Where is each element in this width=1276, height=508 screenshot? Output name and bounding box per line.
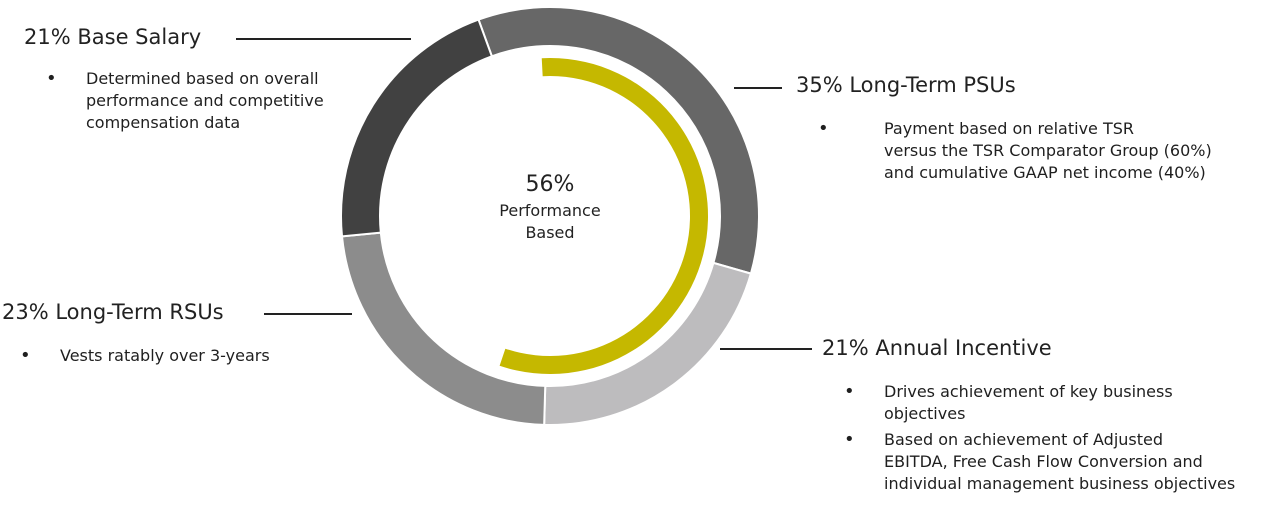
center-label: 56% Performance Based: [450, 170, 650, 244]
bullet-line: Determined based on overall: [86, 69, 319, 88]
leader-line-psus: [734, 87, 782, 89]
leader-line-rsus: [264, 313, 352, 315]
bullet-line: and cumulative GAAP net income (40%): [884, 163, 1206, 182]
bullet-marker: •: [46, 68, 57, 89]
donut-slice-2: [340, 231, 547, 426]
donut-slice-1: [543, 261, 753, 426]
leader-line-base-salary: [236, 38, 411, 40]
center-line-2: Based: [525, 223, 575, 242]
bullet-marker: •: [844, 429, 855, 450]
donut-slice-3: [340, 18, 494, 238]
callout-heading: 21% Annual Incentive: [822, 336, 1052, 360]
callout-long-term-rsus: 23% Long-Term RSUs • Vests ratably over …: [2, 299, 270, 367]
callout-long-term-psus: 35% Long-Term PSUs • Payment based on re…: [796, 72, 1212, 184]
bullet-marker: •: [818, 118, 829, 139]
bullet-line: Based on achievement of Adjusted: [884, 430, 1164, 449]
bullet-line: objectives: [884, 404, 966, 423]
callout-base-salary: 21% Base Salary • Determined based on ov…: [24, 24, 324, 134]
bullet-line: performance and competitive: [86, 91, 324, 110]
callout-annual-incentive: 21% Annual Incentive • Drives achievemen…: [822, 335, 1235, 495]
bullet-line: Payment based on relative TSR: [884, 119, 1135, 138]
leader-line-annual: [720, 348, 812, 350]
callout-heading: 23% Long-Term RSUs: [2, 300, 224, 324]
bullet-line: versus the TSR Comparator Group (60%): [884, 141, 1212, 160]
center-line-1: Performance: [499, 201, 601, 220]
callout-heading: 35% Long-Term PSUs: [796, 73, 1016, 97]
bullet-line: compensation data: [86, 113, 241, 132]
bullet-line: individual management business objective…: [884, 474, 1236, 493]
callout-heading: 21% Base Salary: [24, 25, 202, 49]
bullet-line: Drives achievement of key business: [884, 382, 1173, 401]
bullet-line: Vests ratably over 3-years: [60, 346, 270, 365]
center-percent: 56%: [525, 172, 575, 197]
bullet-marker: •: [844, 381, 855, 402]
bullet-line: EBITDA, Free Cash Flow Conversion and: [884, 452, 1203, 471]
bullet-marker: •: [20, 345, 31, 366]
